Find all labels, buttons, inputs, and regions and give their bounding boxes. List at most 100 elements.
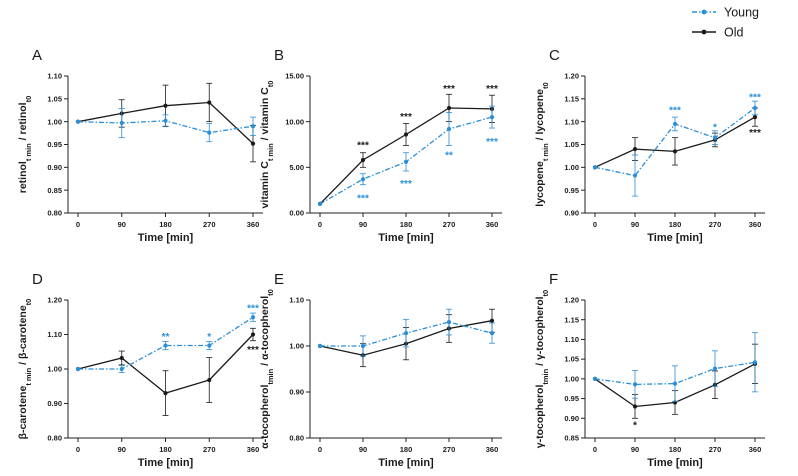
chart-panel-D: D 0.80 0.90 1.00 1.10 1.20 0 90 180 270 360 Time [m… (17, 271, 263, 469)
data-point (163, 103, 168, 108)
data-point (207, 343, 212, 348)
y-label-text: β-carotene (17, 386, 29, 440)
x-tick-label: 0 (318, 220, 322, 229)
data-point (632, 382, 638, 387)
series-young (317, 308, 495, 357)
y-tick-label: 1.05 (564, 355, 579, 364)
data-point (592, 165, 598, 170)
data-point (446, 319, 452, 325)
data-point (592, 376, 598, 381)
data-point (75, 366, 81, 372)
y-label-subscript: t0 (24, 299, 33, 306)
panel-label: F (549, 271, 558, 288)
y-tick-label: 1.10 (47, 72, 62, 81)
data-point (163, 343, 168, 348)
series-young (592, 332, 758, 402)
x-axis-label: Time [min] (378, 232, 434, 244)
x-axis-label: Time [min] (647, 232, 703, 244)
data-point (207, 130, 212, 135)
series-young (75, 108, 256, 143)
series-old (592, 343, 758, 419)
x-tick-label: 0 (593, 445, 597, 454)
data-point (672, 149, 678, 154)
y-label-text: γ-tocopherol (534, 385, 546, 449)
panel-label: C (549, 47, 560, 64)
data-point (250, 315, 256, 320)
x-tick-label: 180 (400, 220, 413, 229)
y-label-subscript: tmin (266, 368, 275, 384)
y-tick-label: 5.00 (289, 163, 304, 172)
data-point (403, 132, 409, 137)
data-point (163, 118, 168, 123)
panel-label: E (274, 271, 284, 288)
y-axis-label: β-carotenet min / β-carotenet0 (17, 299, 33, 440)
x-tick-label: 360 (749, 220, 762, 229)
chart-panel-C: C 0.90 0.95 1.00 1.05 1.10 1.15 1.20 0 90 180 270 36… (534, 47, 765, 244)
legend-label: Young (724, 6, 759, 20)
x-tick-label: 180 (669, 220, 682, 229)
series-young (592, 100, 758, 197)
x-tick-label: 180 (669, 445, 682, 454)
significance-marker: *** (486, 84, 498, 95)
y-tick-label: 0.80 (47, 209, 62, 218)
y-tick-label: 1.20 (564, 72, 579, 81)
y-tick-label: 1.20 (564, 296, 579, 305)
significance-marker: * (207, 332, 211, 343)
y-tick-label: 1.05 (47, 94, 62, 103)
y-label-text: / retinol (17, 102, 29, 143)
chart-panel-F: F 0.85 0.90 0.95 1.00 1.05 1.10 1.15 1.20 0 90 180 2… (534, 271, 765, 469)
y-tick-label: 0.85 (564, 434, 579, 443)
x-tick-label: 270 (203, 445, 216, 454)
y-tick-label: 1.15 (564, 94, 579, 103)
x-tick-label: 90 (631, 220, 639, 229)
data-point (712, 366, 718, 371)
significance-marker: * (713, 123, 717, 134)
x-axis-label: Time [min] (138, 232, 194, 244)
x-tick-label: 90 (631, 445, 639, 454)
x-tick-label: 360 (247, 445, 260, 454)
y-label-subscript: t min (541, 143, 550, 161)
x-tick-label: 270 (709, 445, 722, 454)
y-tick-label: 0.90 (47, 163, 62, 172)
y-tick-label: 0.85 (47, 186, 62, 195)
x-tick-label: 180 (159, 220, 172, 229)
y-tick-label: 0.90 (47, 399, 62, 408)
data-point (75, 119, 81, 124)
x-tick-label: 0 (593, 220, 597, 229)
data-point (317, 201, 323, 206)
legend-label: Old (724, 26, 744, 40)
series-old (317, 308, 495, 368)
y-label-subscript: t min (266, 143, 275, 161)
y-axis-label: retinolt min / retinolt0 (17, 96, 33, 194)
y-label-text: retinol (17, 161, 29, 193)
data-point (119, 366, 124, 372)
significance-marker: * (633, 420, 637, 431)
legend-marker (701, 9, 707, 15)
y-label-subscript: t min (24, 143, 33, 161)
x-tick-label: 180 (400, 445, 413, 454)
y-tick-label: 1.05 (564, 140, 579, 149)
data-point (752, 105, 758, 111)
y-tick-label: 0.80 (47, 434, 62, 443)
significance-marker: *** (247, 345, 259, 356)
chart-panel-E: E 0.80 0.90 1.00 1.10 0 90 180 270 360 Time [min] α… (259, 271, 502, 469)
x-tick-label: 360 (486, 445, 499, 454)
y-tick-label: 0.90 (564, 209, 579, 218)
y-tick-label: 1.00 (564, 163, 579, 172)
y-label-text: lycopene (534, 161, 546, 207)
significance-marker: *** (443, 84, 455, 95)
y-tick-label: 1.00 (47, 365, 62, 374)
y-tick-label: 0.90 (564, 414, 579, 423)
data-point (752, 360, 758, 365)
y-tick-label: 1.10 (564, 335, 579, 344)
y-label-text: / lycopene (534, 89, 546, 143)
panel-label: A (32, 47, 42, 64)
y-label-text: / γ-tocopherol (534, 296, 546, 368)
series-young (75, 312, 256, 373)
x-tick-label: 90 (118, 220, 126, 229)
y-label-text: vitamin C (259, 161, 271, 209)
x-tick-label: 90 (118, 445, 126, 454)
x-axis-label: Time [min] (138, 457, 194, 469)
y-tick-label: 10.00 (285, 117, 304, 126)
